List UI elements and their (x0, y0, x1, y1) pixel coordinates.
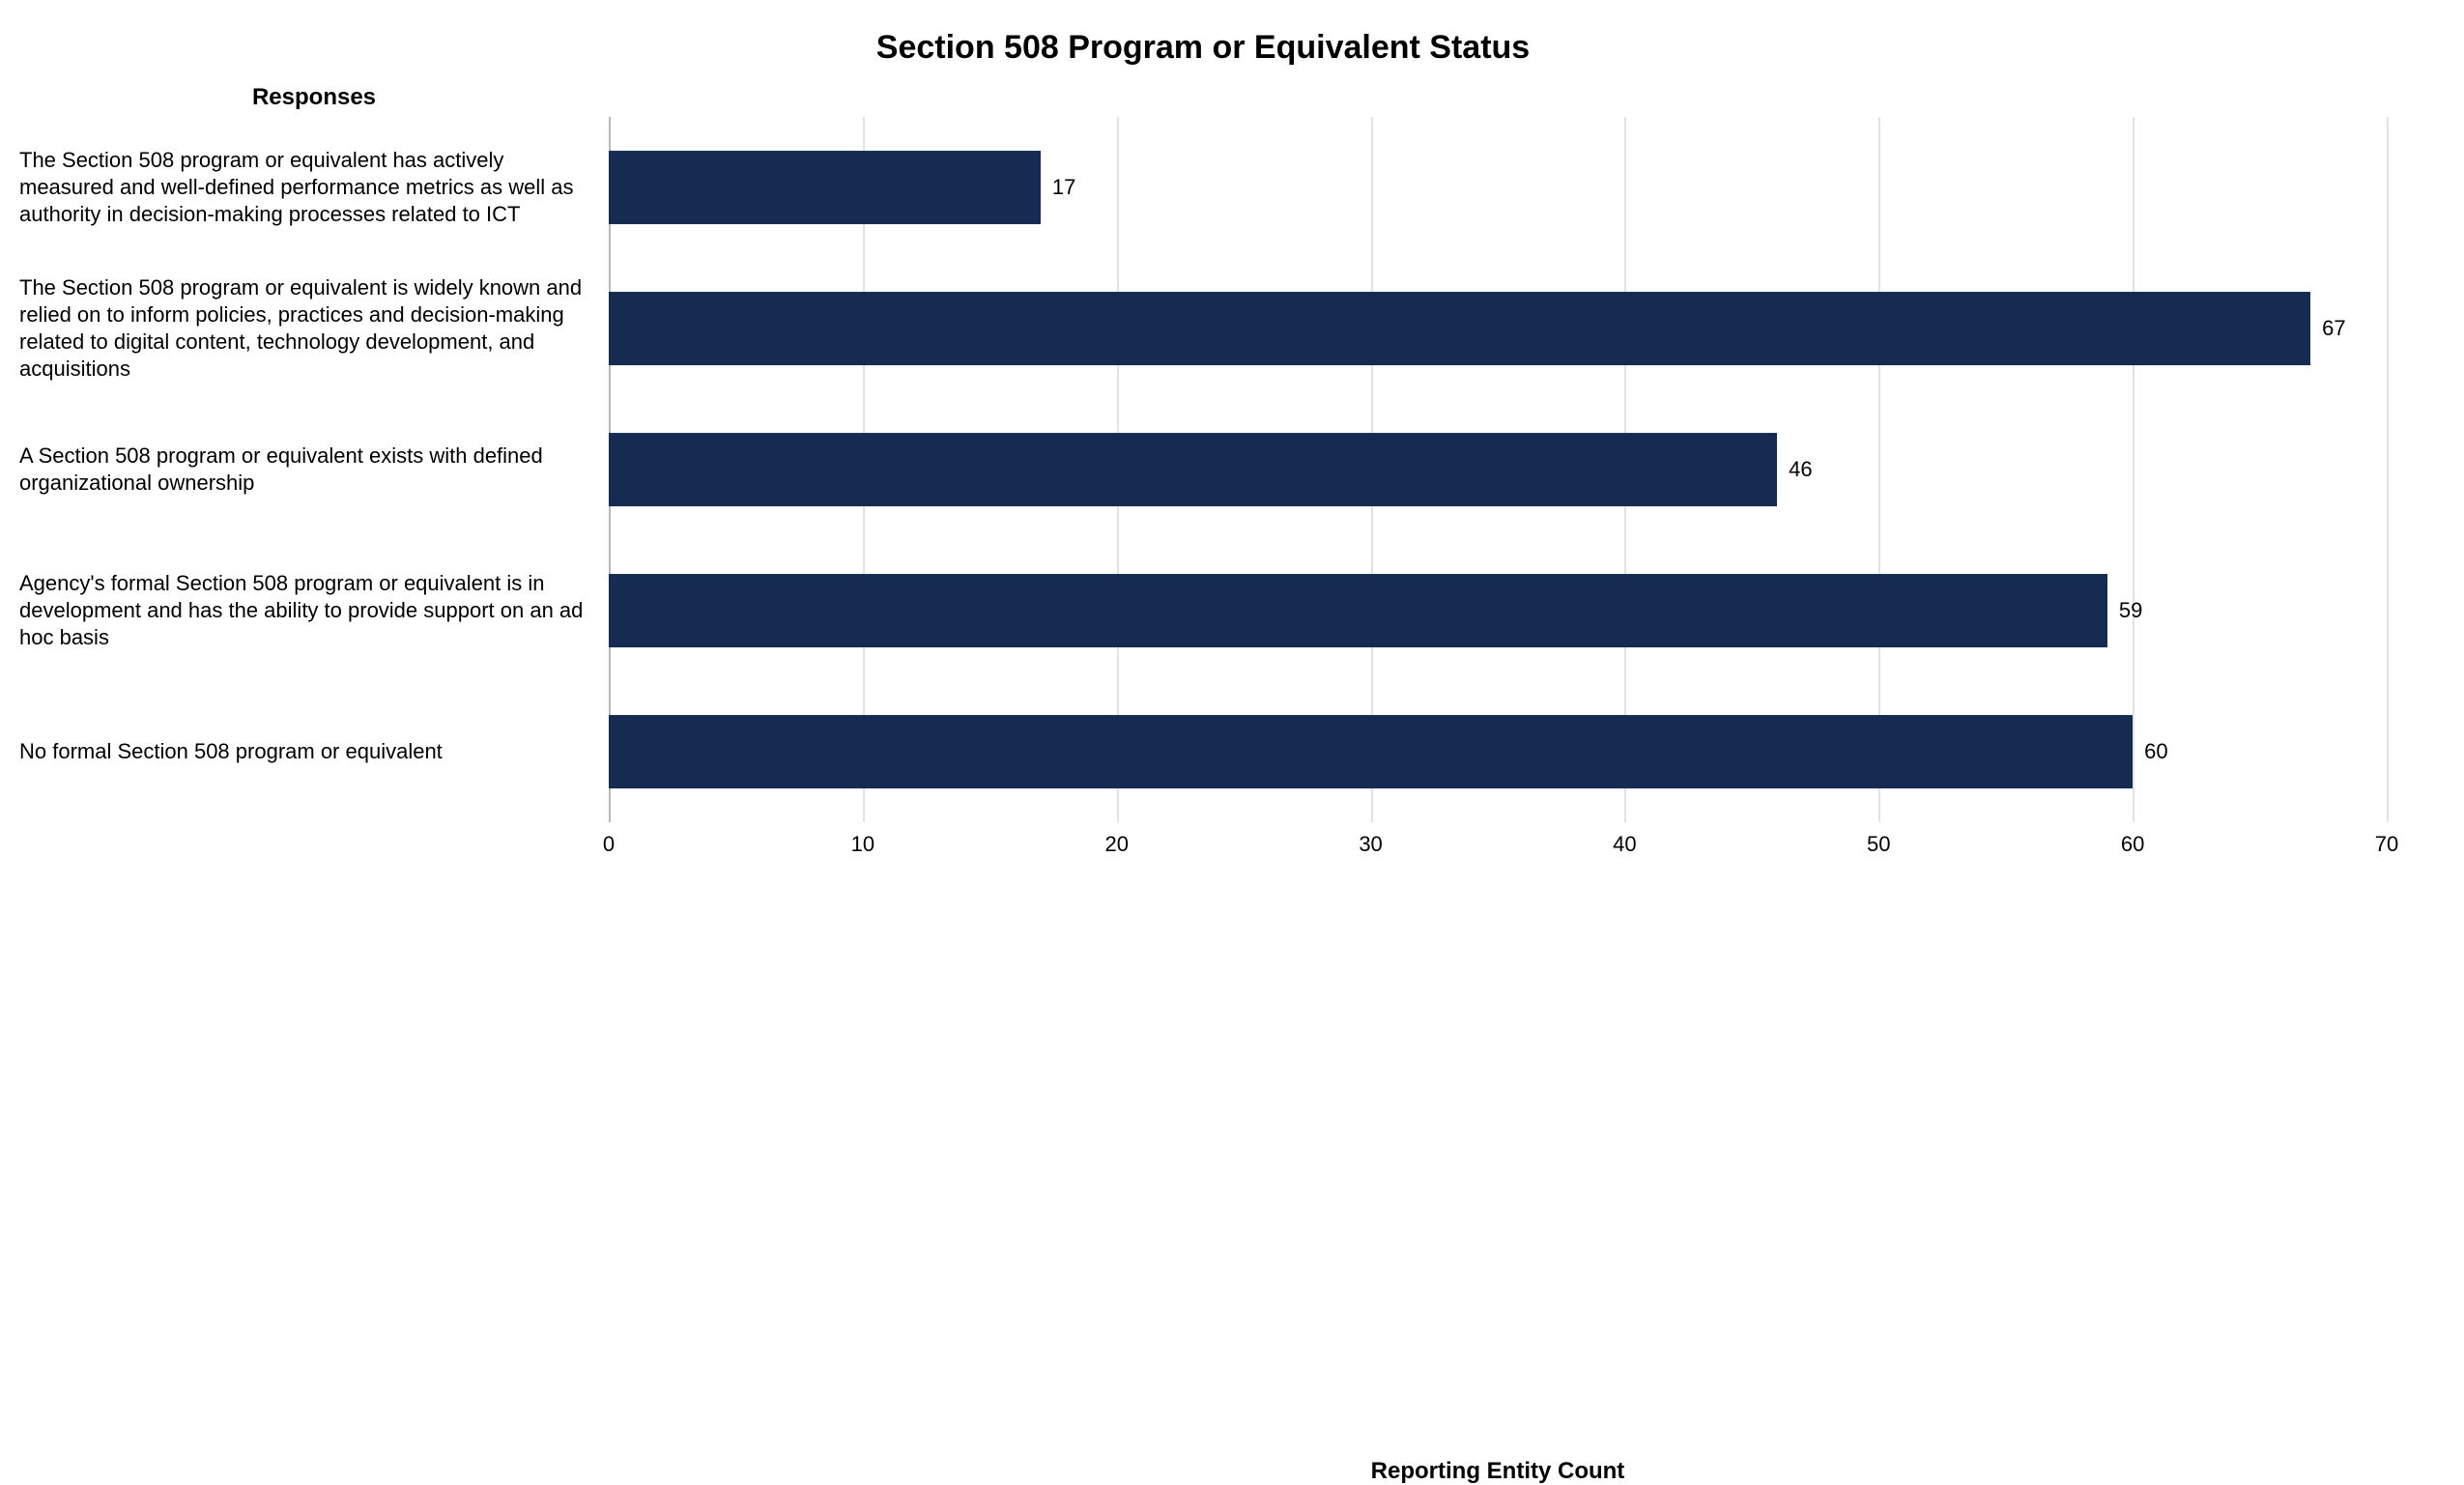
chart-title: Section 508 Program or Equivalent Status (19, 29, 2387, 67)
x-tick-label: 40 (1613, 832, 1636, 857)
bar-value-label: 17 (1052, 175, 1075, 200)
bar-slot: 60 (609, 681, 2387, 822)
bars-layer: 17 67 46 59 60 (609, 117, 2387, 822)
gridline (2387, 117, 2389, 822)
y-axis-label: No formal Section 508 program or equival… (19, 681, 597, 822)
bar (609, 433, 1777, 506)
y-axis-label: A Section 508 program or equivalent exis… (19, 399, 597, 540)
x-axis-ticks: 010203040506070 (609, 828, 2387, 863)
y-axis-labels: The Section 508 program or equivalent ha… (19, 117, 609, 822)
bar-slot: 59 (609, 540, 2387, 681)
bar-value-label: 59 (2119, 598, 2142, 623)
x-axis-title: Reporting Entity Count (609, 1458, 2387, 1485)
y-axis-label: The Section 508 program or equivalent ha… (19, 117, 597, 258)
bar-slot: 17 (609, 117, 2387, 258)
bar-value-label: 46 (1789, 457, 1812, 482)
bar (609, 715, 2133, 788)
x-tick-label: 20 (1104, 832, 1128, 857)
x-axis-spacer (19, 828, 609, 863)
y-axis-title: Responses (19, 84, 609, 111)
bar-slot: 67 (609, 258, 2387, 399)
x-axis: 010203040506070 (19, 828, 2387, 863)
plot-area: 17 67 46 59 60 (609, 117, 2387, 822)
chart-container: Section 508 Program or Equivalent Status… (0, 0, 2464, 962)
x-tick-label: 30 (1359, 832, 1382, 857)
y-axis-label: Agency's formal Section 508 program or e… (19, 540, 597, 681)
x-tick-label: 50 (1867, 832, 1890, 857)
bar-value-label: 67 (2322, 316, 2345, 341)
x-tick-label: 60 (2121, 832, 2144, 857)
x-tick-label: 0 (603, 832, 615, 857)
plot-row: The Section 508 program or equivalent ha… (19, 117, 2387, 822)
bar (609, 574, 2107, 647)
y-axis-label: The Section 508 program or equivalent is… (19, 258, 597, 399)
x-tick-label: 10 (851, 832, 874, 857)
bar (609, 151, 1041, 224)
bar-slot: 46 (609, 399, 2387, 540)
bar (609, 292, 2310, 365)
bar-value-label: 60 (2144, 739, 2167, 764)
x-tick-label: 70 (2375, 832, 2398, 857)
